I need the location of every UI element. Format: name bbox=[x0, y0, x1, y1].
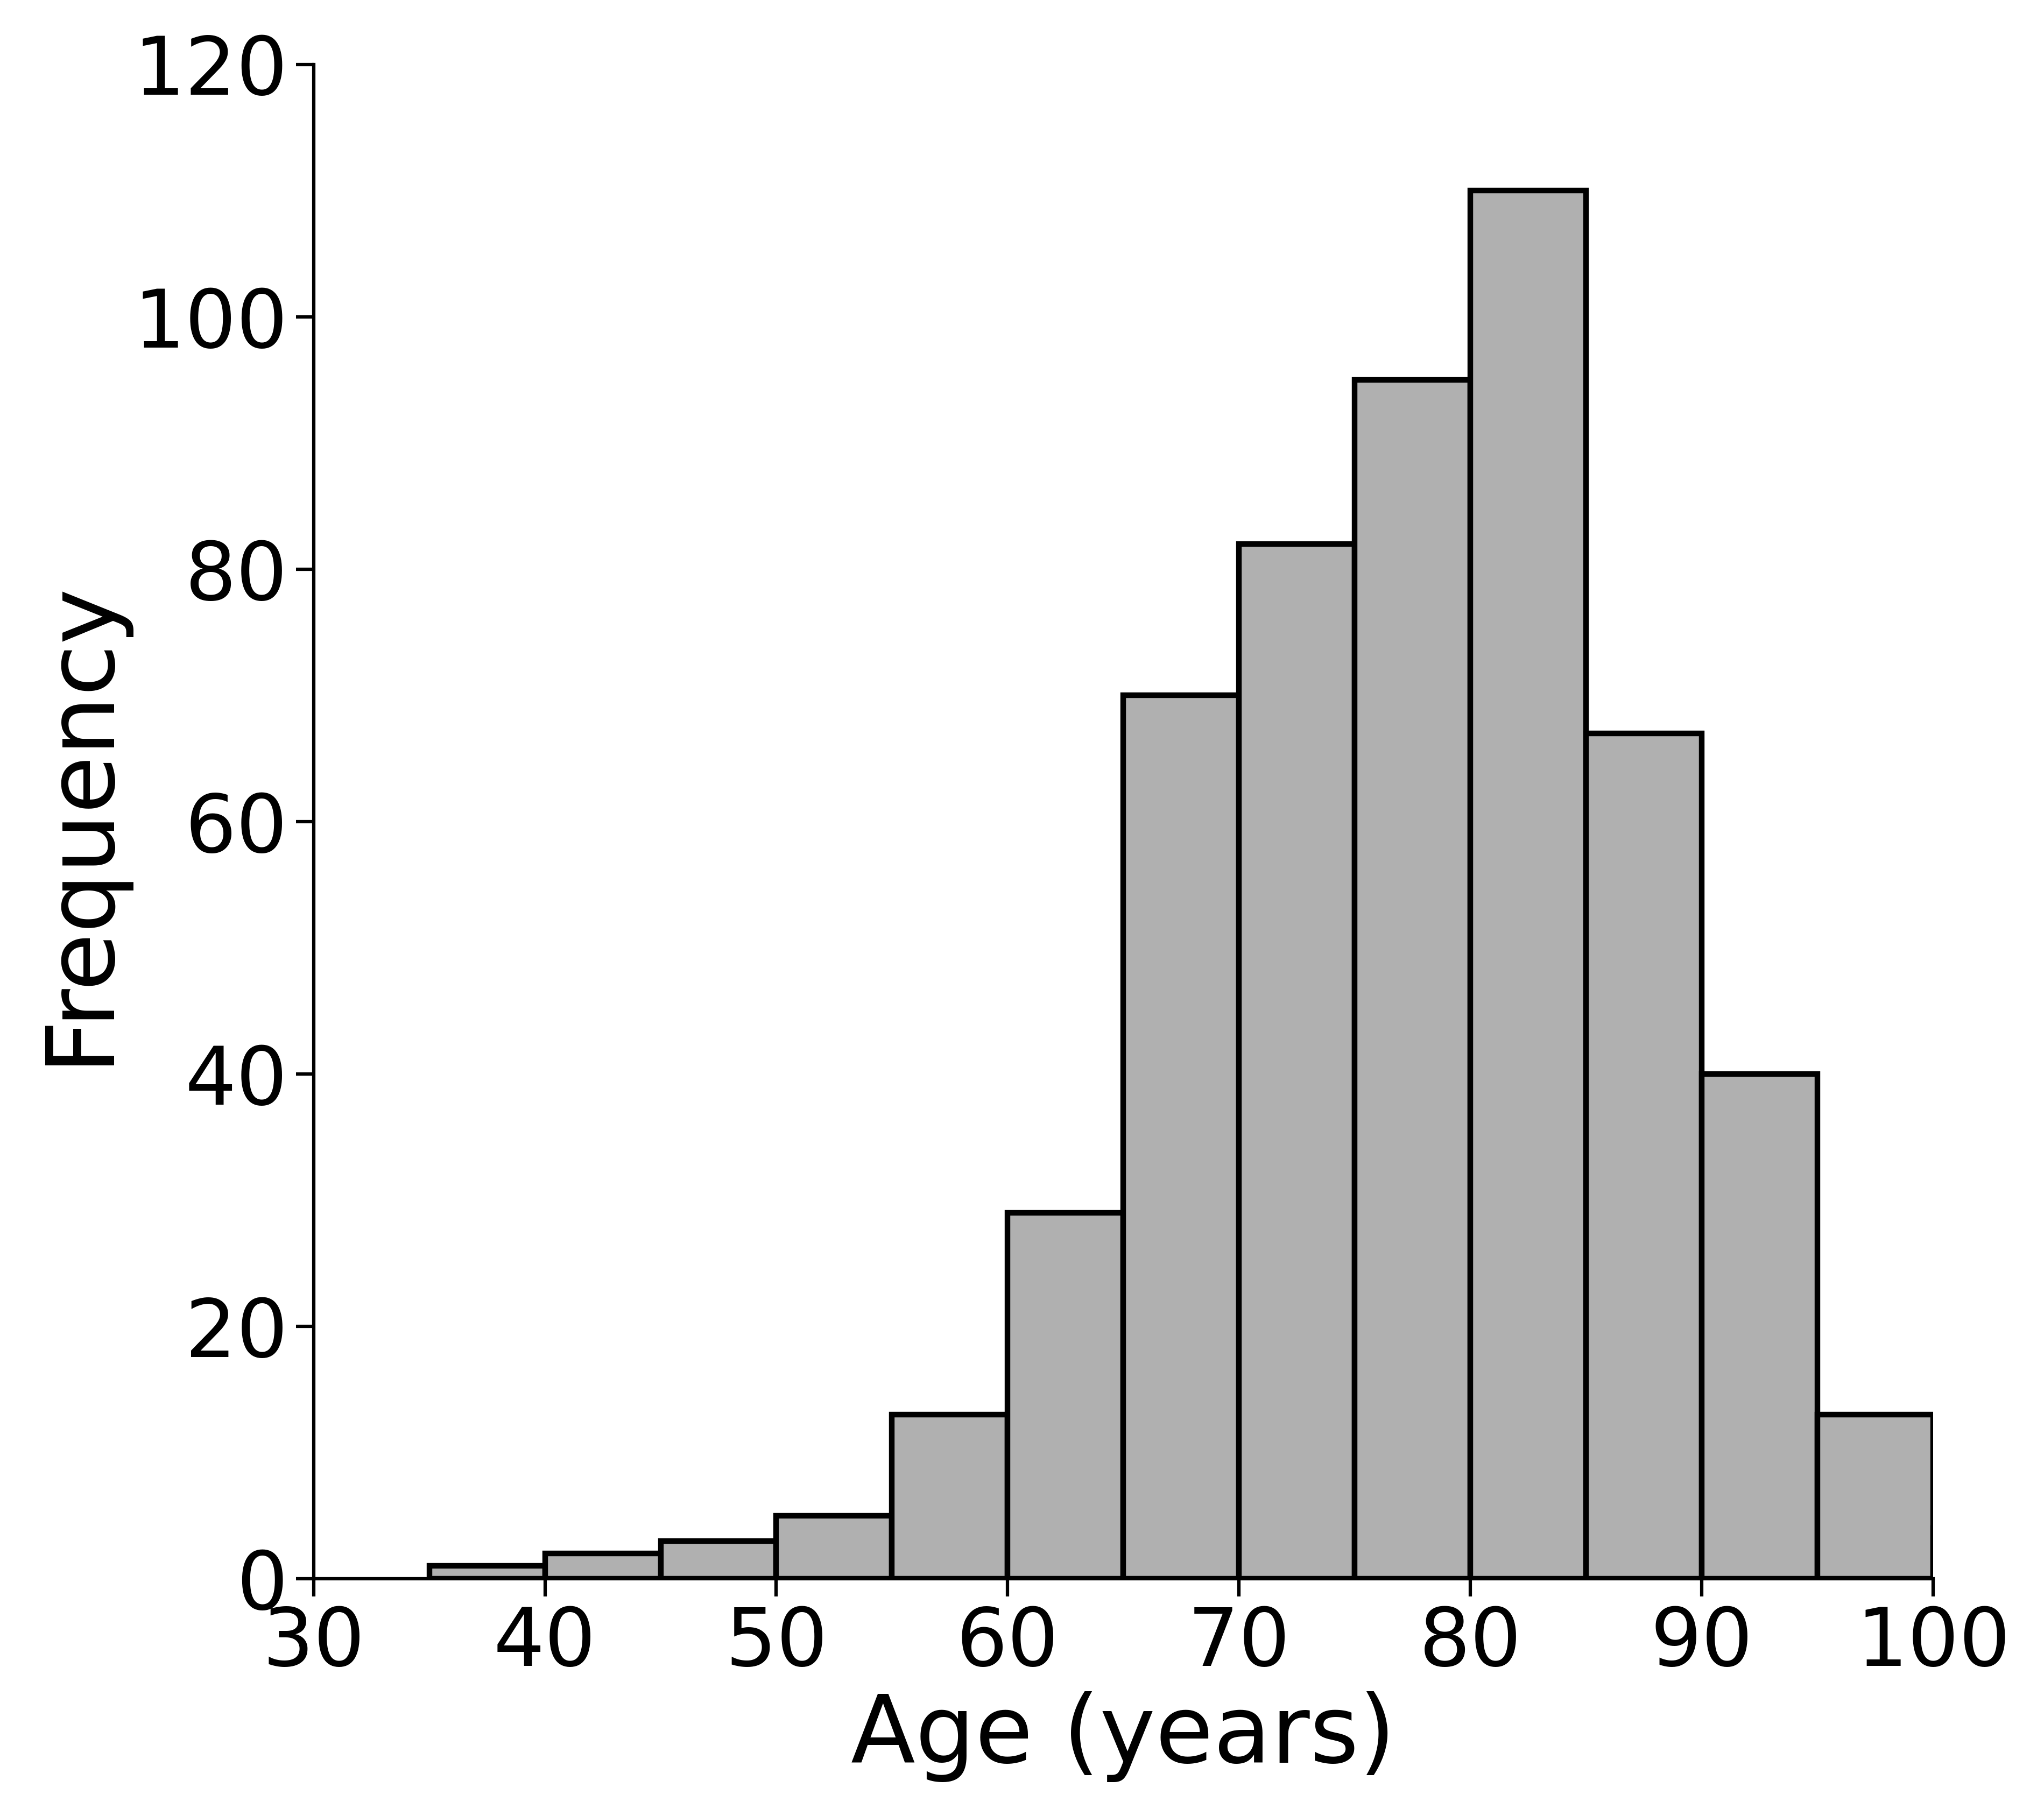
Bar bbox=[546, 1553, 660, 1578]
Bar bbox=[1355, 380, 1470, 1578]
Bar bbox=[429, 1565, 546, 1578]
Bar bbox=[1586, 734, 1703, 1578]
Bar bbox=[1124, 696, 1239, 1578]
Bar bbox=[1817, 1415, 1934, 1578]
Bar bbox=[1470, 191, 1586, 1578]
Bar bbox=[1008, 1213, 1124, 1578]
Bar bbox=[1934, 1529, 2044, 1578]
Bar bbox=[660, 1540, 777, 1578]
Bar bbox=[891, 1415, 1008, 1578]
Y-axis label: Frequency: Frequency bbox=[33, 577, 125, 1064]
X-axis label: Age (years): Age (years) bbox=[850, 1691, 1396, 1781]
Bar bbox=[777, 1516, 891, 1578]
Bar bbox=[1239, 543, 1355, 1578]
Bar bbox=[1703, 1073, 1817, 1578]
